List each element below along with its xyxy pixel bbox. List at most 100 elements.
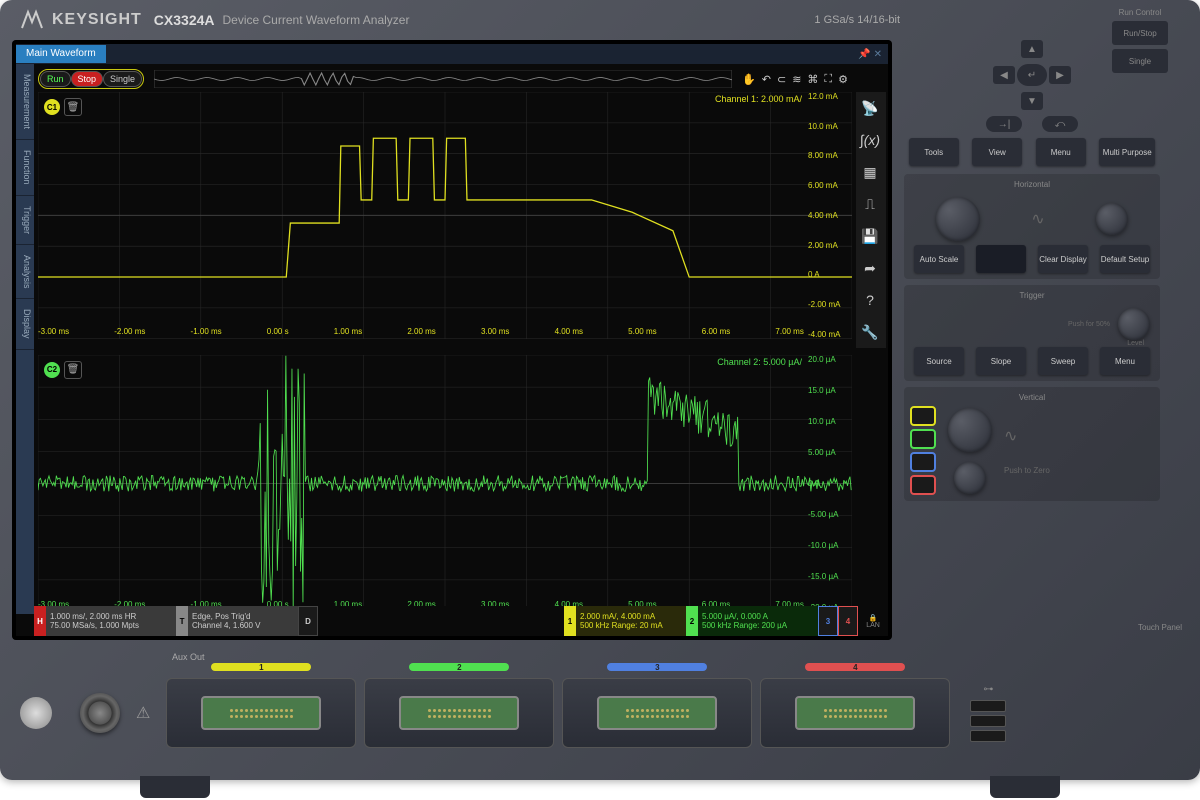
sb-ch4-badge[interactable]: 4 [838,606,858,636]
channel-select-column [910,406,936,495]
undo-icon[interactable]: ↶ [762,73,771,86]
satellite-icon[interactable]: 📡 [858,96,882,120]
export-icon[interactable]: ➦ [858,256,882,280]
sb-ch2-badge[interactable]: 2 [686,606,698,636]
stop-button[interactable]: Stop [71,71,104,87]
c2-badge[interactable]: C2 [44,362,60,378]
ch2-select-button[interactable] [910,429,936,449]
channel-2-plot[interactable]: C2 🗑 Channel 2: 5.000 µA/ 20.0 µA15.0 µA… [38,355,852,612]
fx-icon[interactable]: ∫(x) [858,128,882,152]
input-port-4[interactable]: 4 [760,678,950,748]
sb-d-badge[interactable]: D [298,606,318,636]
gear-icon[interactable]: ⚙ [838,73,848,86]
tab-trigger[interactable]: Trigger [16,196,34,245]
model-text: CX3324A [154,12,215,28]
plot-area: C1 🗑 Channel 1: 2.000 mA/ 12.0 mA10.0 mA… [38,92,852,606]
save-icon[interactable]: 💾 [858,224,882,248]
aux-out-bnc[interactable] [80,693,120,733]
dpad-right[interactable]: ▶ [1049,66,1071,84]
vertical-label: Vertical [910,393,1154,402]
back-button[interactable]: ⤺ [1042,116,1078,132]
sb-h-badge[interactable]: H [34,606,46,636]
horizontal-position-knob[interactable] [1096,203,1128,235]
input-port-1[interactable]: 1 [166,678,356,748]
layout-icon[interactable]: ▦ [858,160,882,184]
magnet-icon[interactable]: ⊂ [777,73,786,86]
ch1-select-button[interactable] [910,406,936,426]
hardware-panel: ▲ ▼ ◀ ▶ ↵ →| ⤺ Tools View Menu Multi Pur… [892,40,1172,640]
dpad-up[interactable]: ▲ [1021,40,1043,58]
push-zero-label: Push to Zero [1004,466,1050,475]
default-setup-button[interactable]: Default Setup [1100,245,1150,273]
clear-display-button[interactable]: Clear Display [1038,245,1088,273]
hand-icon[interactable]: ✋ [742,73,756,86]
sb-trigger-info[interactable]: Edge, Pos Trig'd Channel 4, 1.600 V [188,606,298,636]
ch3-select-button[interactable] [910,452,936,472]
sb-ch1-info[interactable]: 2.000 mA/, 4.000 mA 500 kHz Range: 20 mA [576,606,686,636]
multi-purpose-button[interactable]: Multi Purpose [1099,138,1155,166]
horiz-blank-button[interactable] [976,245,1026,273]
sine-icon-2: ∿ [1004,426,1050,446]
maximize-icon[interactable]: ⛶ [824,73,832,86]
link-icon[interactable]: ⌘ [807,73,818,86]
tab-pin-icon[interactable]: 📌 ✕ [852,49,888,60]
help-icon[interactable]: ? [858,288,882,312]
input-port-3[interactable]: 3 [562,678,752,748]
single-hw-button[interactable]: Single [1112,49,1168,73]
usb-icon: ⊶ [970,684,1006,695]
sb-t-badge[interactable]: T [176,606,188,636]
usb-port-2[interactable] [970,715,1006,727]
push-50-label: Push for 50% [1068,321,1110,328]
sb-ch2-info[interactable]: 5.000 µA/, 0.000 A 500 kHz Range: 200 µA [698,606,818,636]
ch4-select-button[interactable] [910,475,936,495]
trigger-menu-button[interactable]: Menu [1100,347,1150,375]
c1-scale-label: Channel 1: 2.000 mA/ [715,94,802,104]
waves-icon[interactable]: ≋ [792,73,801,86]
tab-display[interactable]: Display [16,299,34,350]
brand-text: KEYSIGHT [52,11,142,29]
dpad-left[interactable]: ◀ [993,66,1015,84]
overview-waveform[interactable] [154,70,732,88]
c1-badge[interactable]: C1 [44,99,60,115]
sb-horizontal-info[interactable]: 1.000 ms/, 2.000 ms HR 75.00 MSa/s, 1.00… [46,606,176,636]
c1-delete-icon[interactable]: 🗑 [64,98,82,116]
run-button[interactable]: Run [40,71,71,87]
horizontal-section: Horizontal ∿ Auto Scale Clear Display De… [904,174,1160,279]
pulse-icon[interactable]: ⎍ [858,192,882,216]
c1-x-axis: -3.00 ms-2.00 ms-1.00 ms0.00 s1.00 ms2.0… [38,327,804,339]
horizontal-scale-knob[interactable] [936,197,980,241]
trigger-source-button[interactable]: Source [914,347,964,375]
tab-back-button[interactable]: →| [986,116,1022,132]
trigger-sweep-button[interactable]: Sweep [1038,347,1088,375]
tab-function[interactable]: Function [16,140,34,196]
auto-scale-button[interactable]: Auto Scale [914,245,964,273]
tools-button[interactable]: Tools [909,138,959,166]
tab-analysis[interactable]: Analysis [16,245,34,300]
usb-port-1[interactable] [970,700,1006,712]
trigger-level-knob[interactable] [1118,308,1150,340]
lcd-screen[interactable]: Main Waveform 📌 ✕ Measurement Function T… [16,44,888,636]
vertical-position-knob[interactable] [954,462,986,494]
channel-1-plot[interactable]: C1 🗑 Channel 1: 2.000 mA/ 12.0 mA10.0 mA… [38,92,852,339]
trigger-label: Trigger [910,291,1154,300]
acquisition-controls: Run Stop Single ✋ ↶ ⊂ ≋ ⌘ ⛶ [38,68,848,90]
run-stop-hw-button[interactable]: Run/Stop [1112,21,1168,45]
dpad-down[interactable]: ▼ [1021,92,1043,110]
tab-measurement[interactable]: Measurement [16,64,34,140]
wrench-icon[interactable]: 🔧 [858,320,882,344]
view-button[interactable]: View [972,138,1022,166]
input-port-2[interactable]: 2 [364,678,554,748]
c2-delete-icon[interactable]: 🗑 [64,361,82,379]
vertical-scale-knob[interactable] [948,408,992,452]
single-button[interactable]: Single [103,71,142,87]
menu-button[interactable]: Menu [1036,138,1086,166]
usb-port-3[interactable] [970,730,1006,742]
trigger-slope-button[interactable]: Slope [976,347,1026,375]
power-button[interactable] [20,697,52,729]
top-bar: KEYSIGHT CX3324A Device Current Waveform… [0,0,1200,40]
sb-ch3-badge[interactable]: 3 [818,606,838,636]
sb-ch1-badge[interactable]: 1 [564,606,576,636]
main-waveform-tab[interactable]: Main Waveform [16,45,106,63]
sidebar-tabs: Measurement Function Trigger Analysis Di… [16,64,34,614]
dpad-enter[interactable]: ↵ [1017,64,1047,86]
